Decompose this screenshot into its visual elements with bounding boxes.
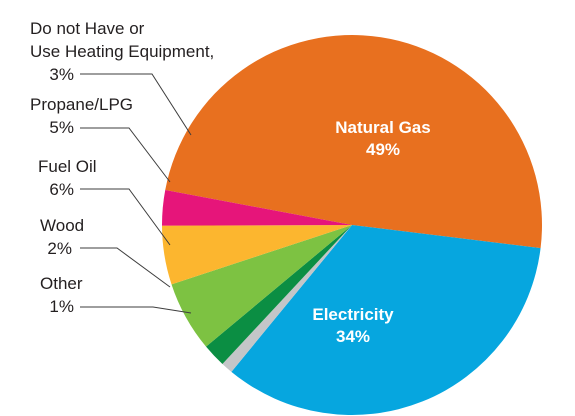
pie-slice-natural-gas [165, 35, 542, 249]
pie-slice-wood [206, 225, 352, 364]
slice-label-wood-line-1: Wood [40, 216, 84, 235]
slice-label-natural-gas: Natural Gas 49% [335, 118, 430, 159]
leader-line-fuel-oil [80, 188, 171, 246]
pie-slices [161, 35, 542, 415]
leader-line-propane-lpg [80, 127, 171, 183]
pie-slice-electricity [231, 225, 541, 415]
slice-label-propane-lpg-line-1: Propane/LPG [30, 95, 133, 114]
slice-label-other-line-1: Other [40, 274, 83, 293]
slice-label-do-not-have-or-use-heating-equipment-line-2: Use Heating Equipment, [30, 42, 214, 61]
pie-slice-other [222, 225, 352, 372]
slice-labels: Natural Gas 49% Electricity 34% Do not Have … [30, 19, 431, 346]
pie-slice-propane-lpg [162, 225, 352, 285]
leader-lines [80, 73, 192, 314]
slice-label-wood-line-2: 2% [47, 239, 72, 258]
leader-line-do-not-have-or-use-heating-equipment [80, 73, 192, 136]
slice-label-propane-lpg-line-2: 5% [49, 118, 74, 137]
leader-line-wood [80, 247, 171, 288]
slice-label-electricity: Electricity 34% [312, 305, 394, 346]
slice-label-do-not-have-or-use-heating-equipment-line-3: 3% [49, 65, 74, 84]
slice-label-fuel-oil-line-1: Fuel Oil [38, 157, 97, 176]
pie-slice-fuel-oil [171, 225, 352, 347]
slice-label-do-not-have-or-use-heating-equipment-line-1: Do not Have or [30, 19, 145, 38]
slice-label-other-line-2: 1% [49, 297, 74, 316]
pie-slice-do-not-have-or-use-heating-equipment [161, 190, 352, 226]
slice-label-fuel-oil-line-2: 6% [49, 180, 74, 199]
leader-line-other [80, 306, 192, 314]
